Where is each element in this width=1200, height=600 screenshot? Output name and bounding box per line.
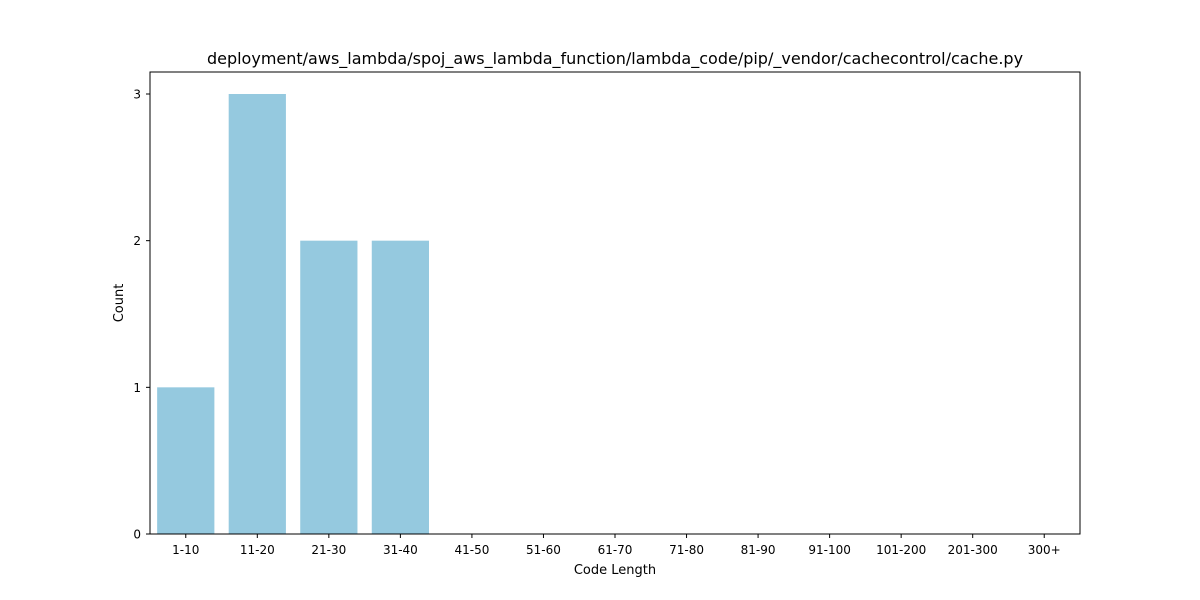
x-tick-label: 71-80: [669, 543, 704, 557]
x-tick-label: 91-100: [808, 543, 851, 557]
chart-title: deployment/aws_lambda/spoj_aws_lambda_fu…: [207, 49, 1023, 69]
x-axis-label: Code Length: [574, 563, 656, 578]
y-axis: 0 1 2 3: [133, 88, 150, 542]
x-tick-label: 201-300: [948, 543, 998, 557]
x-tick-label: 1-10: [172, 543, 199, 557]
y-tick-label: 2: [133, 234, 141, 248]
x-tick-label: 51-60: [526, 543, 561, 557]
bar-21-30: [300, 240, 358, 535]
bars-layer: [157, 94, 429, 535]
x-tick-label: 21-30: [311, 543, 346, 557]
y-tick-label: 0: [133, 528, 141, 542]
x-tick-label: 41-50: [454, 543, 489, 557]
y-tick-label: 3: [133, 88, 141, 102]
x-tick-label: 101-200: [876, 543, 926, 557]
bar-11-20: [228, 94, 286, 534]
x-tick-label: 81-90: [741, 543, 776, 557]
x-tick-label: 300+: [1028, 543, 1061, 557]
x-axis: 1-10 11-20 21-30 31-40 41-50 51-60 61-70 71-80 8…: [172, 534, 1061, 557]
y-tick-label: 1: [133, 381, 141, 395]
x-tick-label: 61-70: [598, 543, 633, 557]
bar-31-40: [371, 240, 429, 535]
bar-1-10: [157, 387, 215, 534]
plot-frame: [149, 71, 1081, 535]
x-tick-label: 11-20: [240, 543, 275, 557]
y-axis-label: Count: [112, 284, 127, 323]
x-tick-label: 31-40: [383, 543, 418, 557]
